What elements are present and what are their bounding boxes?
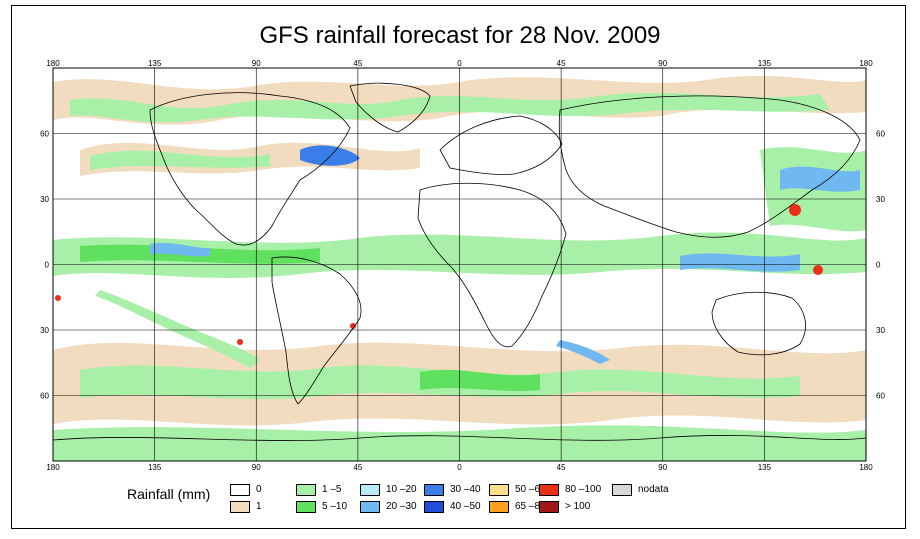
legend-label: 40 –50 xyxy=(450,501,481,512)
europe-outline xyxy=(439,115,563,175)
left-lat-tick-label: 60 xyxy=(40,130,49,139)
africa-outline xyxy=(417,182,567,348)
north-america-outline xyxy=(149,92,351,246)
rain-cell-heavy-1 xyxy=(789,204,801,216)
top-lon-tick-label: 135 xyxy=(148,59,162,68)
south-america-outline xyxy=(271,256,362,405)
legend-swatch xyxy=(424,501,444,513)
legend-swatch xyxy=(360,501,380,513)
legend-label: 1 –5 xyxy=(322,484,342,495)
top-lon-tick-label: 0 xyxy=(457,59,462,68)
asia-outline xyxy=(558,95,861,238)
right-lat-tick-label: 30 xyxy=(876,326,885,335)
rain-band-spcz xyxy=(95,290,260,368)
legend-label: 80 –100 xyxy=(565,484,602,495)
legend-swatch xyxy=(230,484,250,496)
legend-swatch xyxy=(489,501,509,513)
left-lat-tick-label: 0 xyxy=(45,261,50,270)
rain-band-south-core xyxy=(420,369,540,391)
legend-label: 50 –65 xyxy=(515,484,546,495)
top-lon-tick-label: 90 xyxy=(252,59,261,68)
legend-title: Rainfall (mm) xyxy=(127,486,211,502)
bottom-lon-tick-label: 135 xyxy=(758,463,772,472)
australia-outline xyxy=(711,291,806,356)
legend-swatch xyxy=(489,484,509,496)
top-lon-tick-label: 180 xyxy=(46,59,60,68)
top-lon-tick-label: 90 xyxy=(658,59,667,68)
legend-swatch xyxy=(360,484,380,496)
legend-swatch xyxy=(539,501,559,513)
rain-band-west-pacific-blue xyxy=(780,166,860,192)
graticule xyxy=(53,68,866,461)
bottom-lon-tick-label: 180 xyxy=(46,463,60,472)
rain-cell-heavy-5 xyxy=(55,295,61,301)
bottom-lon-tick-label: 180 xyxy=(859,463,873,472)
legend-label: 65 –80 xyxy=(515,501,546,512)
left-lat-tick-label: 60 xyxy=(40,392,49,401)
legend-swatch xyxy=(230,501,250,513)
rain-cell-itcz-blue xyxy=(150,243,210,257)
rain-band-north-pacific-green xyxy=(90,150,270,170)
right-lat-tick-label: 60 xyxy=(876,130,885,139)
bottom-lon-tick-label: 45 xyxy=(353,463,362,472)
rain-cell-atlantic-heavy xyxy=(300,145,360,166)
legend-swatch xyxy=(612,484,632,496)
tick-labels: 180 135 90 45 0 45 90 135 180 180 135 90 45 0 45 90 135 1… xyxy=(40,59,885,472)
legend-label: 30 –40 xyxy=(450,484,481,495)
top-lon-tick-label: 180 xyxy=(859,59,873,68)
rain-cell-heavy-4 xyxy=(350,323,356,329)
legend-swatch xyxy=(296,484,316,496)
coastlines xyxy=(53,82,866,441)
legend-label: 5 –10 xyxy=(322,501,348,512)
legend-swatch xyxy=(539,484,559,496)
rain-band-maritime-continent xyxy=(680,253,800,272)
bottom-lon-tick-label: 45 xyxy=(557,463,566,472)
right-lat-tick-label: 0 xyxy=(876,261,881,270)
right-lat-tick-label: 60 xyxy=(876,392,885,401)
top-lon-tick-label: 45 xyxy=(353,59,362,68)
right-lat-tick-label: 30 xyxy=(876,195,885,204)
legend-label: > 100 xyxy=(565,501,591,512)
left-lat-tick-label: 30 xyxy=(40,195,49,204)
rain-band-south-indian xyxy=(556,340,610,364)
rain-band-north-green xyxy=(70,92,830,123)
legend-swatch xyxy=(424,484,444,496)
bottom-lon-tick-label: 90 xyxy=(252,463,261,472)
legend-label: 0 xyxy=(256,484,262,495)
antarctica-outline xyxy=(53,435,866,441)
greenland-outline xyxy=(349,82,431,133)
top-lon-tick-label: 135 xyxy=(758,59,772,68)
rain-cell-heavy-2 xyxy=(813,265,823,275)
legend-label: 10 –20 xyxy=(386,484,417,495)
bottom-lon-tick-label: 135 xyxy=(148,463,162,472)
legend-swatch xyxy=(296,501,316,513)
map-title: GFS rainfall forecast for 28 Nov. 2009 xyxy=(259,22,661,49)
left-lat-tick-label: 30 xyxy=(40,326,49,335)
legend-label: 20 –30 xyxy=(386,501,417,512)
legend-label: nodata xyxy=(638,484,669,495)
rain-cell-heavy-3 xyxy=(237,339,243,345)
bottom-lon-tick-label: 90 xyxy=(658,463,667,472)
legend-label: 1 xyxy=(256,501,262,512)
top-lon-tick-label: 45 xyxy=(557,59,566,68)
bottom-lon-tick-label: 0 xyxy=(457,463,462,472)
